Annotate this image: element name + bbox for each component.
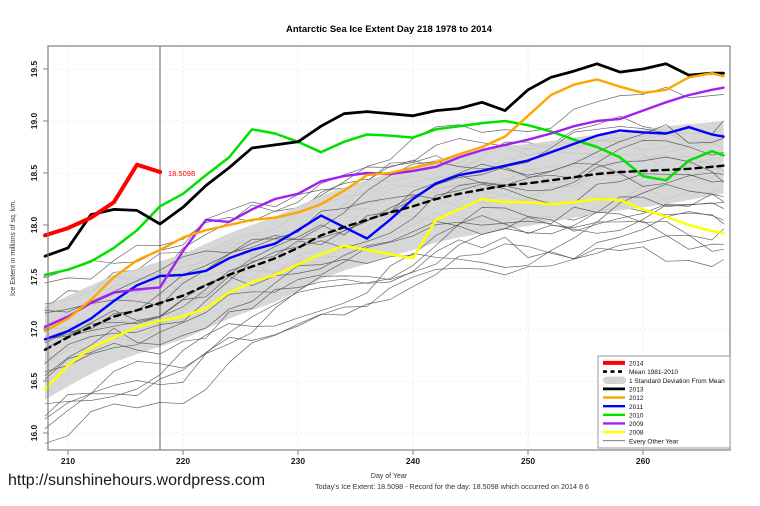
legend-item-label: Mean 1981-2010 xyxy=(629,369,679,376)
x-axis-label: Day of Year xyxy=(371,473,408,480)
legend-item: 2012 xyxy=(603,395,644,402)
legend-item-label: 2008 xyxy=(629,430,644,437)
legend-item: 2014 xyxy=(603,361,644,368)
legend-item-label: 2011 xyxy=(629,404,643,411)
y-tick-label: 19.0 xyxy=(29,112,39,129)
series-line-2013 xyxy=(43,62,725,258)
legend-item-label: 2010 xyxy=(629,412,644,419)
y-tick-label: 18.0 xyxy=(29,216,39,233)
site-url: http://sunshinehours.wordpress.com xyxy=(8,472,265,489)
series-line-2008 xyxy=(43,197,725,391)
mean-line xyxy=(43,164,725,351)
y-tick-label: 17.0 xyxy=(29,320,39,337)
y-tick-label: 18.5 xyxy=(29,164,39,181)
footer-today-text: Today's Ice Extent: 18.5098 - Record for… xyxy=(315,482,589,491)
std-dev-band-layer xyxy=(45,121,724,400)
legend-band-swatch xyxy=(603,376,626,384)
series-layer xyxy=(43,62,725,391)
axes-layer: 210 220 230 240 250 260 16.0 16.5 17.0 17.5 18.0 18… xyxy=(29,45,731,466)
y-tick-label: 17.5 xyxy=(29,268,39,285)
current-extent-point xyxy=(157,169,163,175)
legend-item-label: Every Other Year xyxy=(629,438,679,445)
legend-item: Mean 1981-2010 xyxy=(603,369,679,376)
series-line-2012 xyxy=(43,71,725,333)
legend-item-label: 2014 xyxy=(629,361,644,368)
series-line-2014 xyxy=(43,162,162,238)
legend-item-label: 1 Standard Deviation From Mean xyxy=(629,378,725,385)
x-tick-label: 220 xyxy=(176,456,190,466)
x-tick-label: 210 xyxy=(61,456,75,466)
chart-title: Antarctic Sea Ice Extent Day 218 1978 to… xyxy=(286,24,493,35)
legend-item-label: 2013 xyxy=(629,386,644,393)
legend-item-label: 2009 xyxy=(629,421,644,428)
x-tick-label: 260 xyxy=(636,456,650,466)
legend-item-label: 2012 xyxy=(629,395,644,402)
x-tick-label: 250 xyxy=(521,456,535,466)
series-line-2010 xyxy=(43,119,725,277)
legend-item: 2010 xyxy=(603,412,644,419)
y-tick-label: 16.0 xyxy=(29,424,39,441)
y-axis-label: Ice Extent in millions of sq. km. xyxy=(10,200,17,296)
y-tick-label: 16.5 xyxy=(29,372,39,389)
legend-item: 2009 xyxy=(603,421,644,428)
series-line-2011 xyxy=(43,125,725,341)
legend-item: Every Other Year xyxy=(603,438,679,445)
extent-annotation: 18.5098 xyxy=(168,169,195,178)
y-tick-label: 19.5 xyxy=(29,60,39,77)
x-tick-label: 240 xyxy=(406,456,420,466)
legend-item: 2008 xyxy=(603,430,644,437)
legend-item: 1 Standard Deviation From Mean xyxy=(603,376,725,385)
x-tick-label: 230 xyxy=(291,456,305,466)
legend-item: 2011 xyxy=(603,404,643,411)
std-dev-band xyxy=(45,121,724,400)
legend-item: 2013 xyxy=(603,386,644,393)
